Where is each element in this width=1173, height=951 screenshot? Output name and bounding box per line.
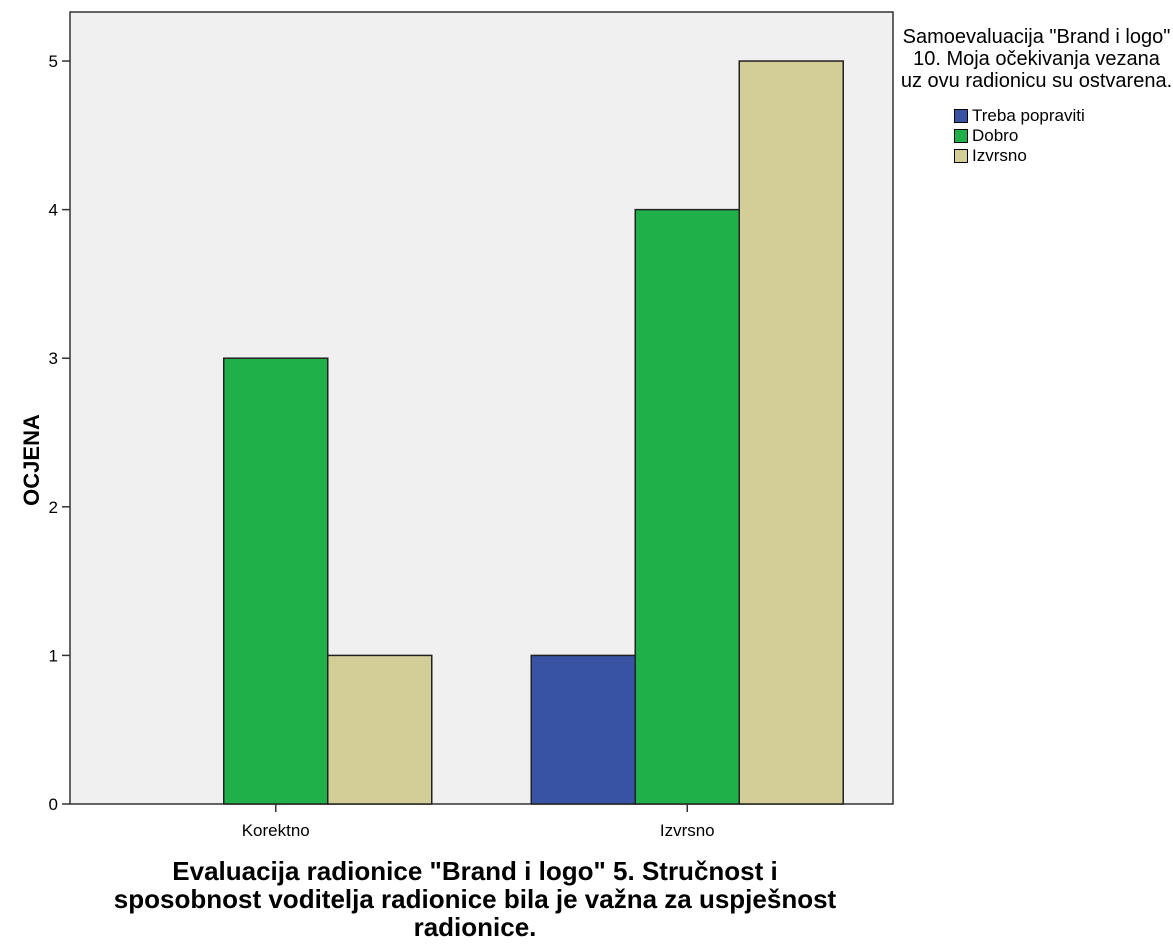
y-tick-label-3: 3 bbox=[49, 349, 58, 368]
x-axis-title: Evaluacija radionice "Brand i logo" 5. S… bbox=[113, 856, 837, 942]
x-tick-label-korektno: Korektno bbox=[242, 821, 310, 840]
legend-swatch-treba-popraviti bbox=[954, 109, 968, 123]
y-tick-label-1: 1 bbox=[49, 646, 58, 665]
y-axis-title: OCJENA bbox=[19, 414, 44, 506]
legend-title: Samoevaluacija "Brand i logo" 10. Moja o… bbox=[900, 26, 1173, 92]
y-tick-label-0: 0 bbox=[49, 795, 58, 814]
y-tick-label-2: 2 bbox=[49, 498, 58, 517]
y-tick-label-5: 5 bbox=[49, 52, 58, 71]
legend-item-dobro: Dobro bbox=[954, 126, 1173, 146]
bar-dobro-korektno bbox=[223, 357, 329, 805]
legend-item-izvrsno: Izvrsno bbox=[954, 146, 1173, 166]
bar-izvrsno-izvrsno bbox=[738, 60, 844, 805]
legend-item-treba-popraviti: Treba popraviti bbox=[954, 106, 1173, 126]
legend: Samoevaluacija "Brand i logo" 10. Moja o… bbox=[900, 26, 1173, 166]
legend-swatch-izvrsno bbox=[954, 149, 968, 163]
legend-label-izvrsno: Izvrsno bbox=[972, 146, 1027, 165]
legend-items: Treba popraviti Dobro Izvrsno bbox=[954, 106, 1173, 166]
y-tick-label-4: 4 bbox=[49, 201, 58, 220]
legend-label-dobro: Dobro bbox=[972, 126, 1019, 145]
x-tick-label-izvrsno: Izvrsno bbox=[660, 821, 715, 840]
legend-label-treba-popraviti: Treba popraviti bbox=[972, 106, 1085, 125]
legend-swatch-dobro bbox=[954, 129, 968, 143]
bar-treba-popraviti-izvrsno bbox=[530, 654, 636, 805]
bar-dobro-izvrsno bbox=[634, 208, 740, 805]
bar-izvrsno-korektno bbox=[327, 654, 433, 805]
